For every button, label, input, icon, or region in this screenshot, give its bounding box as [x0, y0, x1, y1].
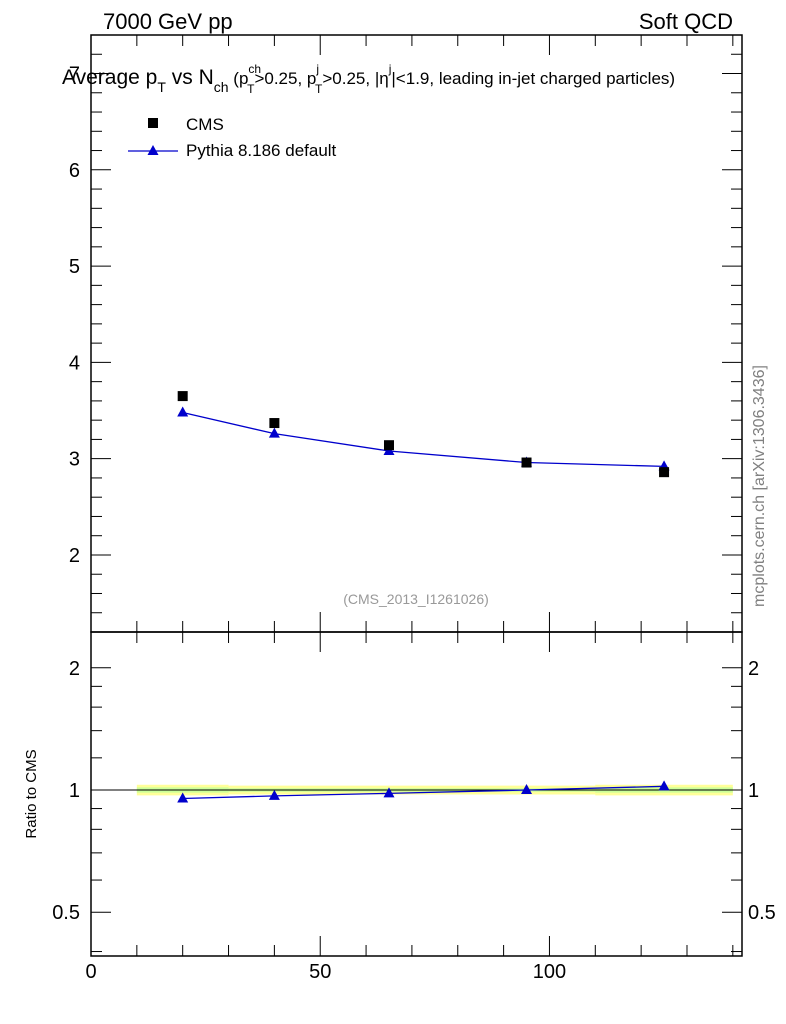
ratio-y-axis-label: Ratio to CMS	[23, 749, 40, 838]
main-y-tick-labels: 2 3 4 5 6 7	[69, 64, 80, 567]
main-y-tick-label: 7	[69, 64, 80, 86]
cms-point	[177, 391, 188, 402]
title-vs-sub: ch	[214, 79, 229, 95]
cms-series-markers	[177, 391, 670, 478]
ratio-y-tick-label-right: 0.5	[748, 902, 776, 924]
ratio-y-tick-label: 2	[69, 658, 80, 680]
ratio-y-tick-label-right: 1	[748, 780, 759, 802]
plot-title: Average pT vs Nch (pch T>0.25, pj T>0.25, …	[62, 62, 675, 96]
pythia-series-markers	[177, 406, 670, 471]
main-y-tick-label: 4	[69, 352, 80, 374]
x-tick-label: 50	[309, 961, 331, 983]
title-cuts-open: (p	[229, 69, 249, 88]
x-tick-label: 0	[85, 961, 96, 983]
title-vs: vs N	[166, 66, 214, 89]
pythia-point	[268, 427, 280, 438]
mcplots-watermark: mcplots.cern.ch [arXiv:1306.3436]	[751, 365, 768, 607]
main-y-tick-label: 5	[69, 256, 80, 278]
main-y-tick-label: 3	[69, 449, 80, 471]
title-main: Average p	[62, 66, 157, 89]
ratio-y-tick-labels: 0.5 0.5 1 1 2 2	[52, 658, 776, 924]
ratio-y-tick-label: 0.5	[52, 902, 80, 924]
title-cut2-sup: j	[315, 62, 319, 76]
analysis-id-label: (CMS_2013_I1261026)	[343, 591, 489, 607]
cms-point	[521, 457, 532, 468]
ratio-series-markers	[177, 780, 670, 803]
ratio-panel-frame	[90, 631, 743, 957]
header-category-label: Soft QCD	[639, 9, 733, 34]
ratio-point	[268, 789, 280, 800]
cms-point	[659, 467, 670, 478]
title-cut1-rest: >0.25, p	[254, 69, 316, 88]
legend: CMS Pythia 8.186 default	[128, 115, 337, 160]
cms-point	[269, 418, 280, 429]
ratio-y-tick-label-right: 2	[748, 658, 759, 680]
ratio-point	[521, 783, 533, 794]
x-tick-labels: 0 50 100	[85, 961, 566, 983]
title-main-sub: T	[157, 79, 166, 95]
title-cut1-sub: T	[247, 82, 255, 96]
legend-pythia-marker	[147, 145, 159, 155]
title-cut3-rest: |<1.9, leading in-jet charged particles)	[391, 69, 675, 88]
legend-pythia-label: Pythia 8.186 default	[186, 141, 337, 160]
title-cut2-sub: T	[315, 82, 323, 96]
legend-cms-marker	[148, 118, 158, 128]
x-tick-label: 100	[533, 961, 566, 983]
ratio-point	[383, 787, 395, 798]
cms-point	[383, 440, 394, 451]
title-cut3-sup: j	[388, 62, 392, 76]
pythia-series-line	[182, 411, 665, 468]
title-cut1-sup: ch	[248, 62, 261, 76]
main-y-tick-label: 6	[69, 160, 80, 182]
main-axis-ticks	[90, 35, 742, 632]
ratio-point	[658, 780, 670, 791]
pythia-point	[177, 406, 189, 417]
legend-cms-label: CMS	[186, 115, 224, 134]
title-cut2-rest: >0.25, |η	[322, 69, 388, 88]
main-y-tick-label: 2	[69, 545, 80, 567]
ratio-y-tick-label: 1	[69, 780, 80, 802]
ratio-point	[177, 792, 189, 803]
header-energy-label: 7000 GeV pp	[103, 9, 233, 34]
